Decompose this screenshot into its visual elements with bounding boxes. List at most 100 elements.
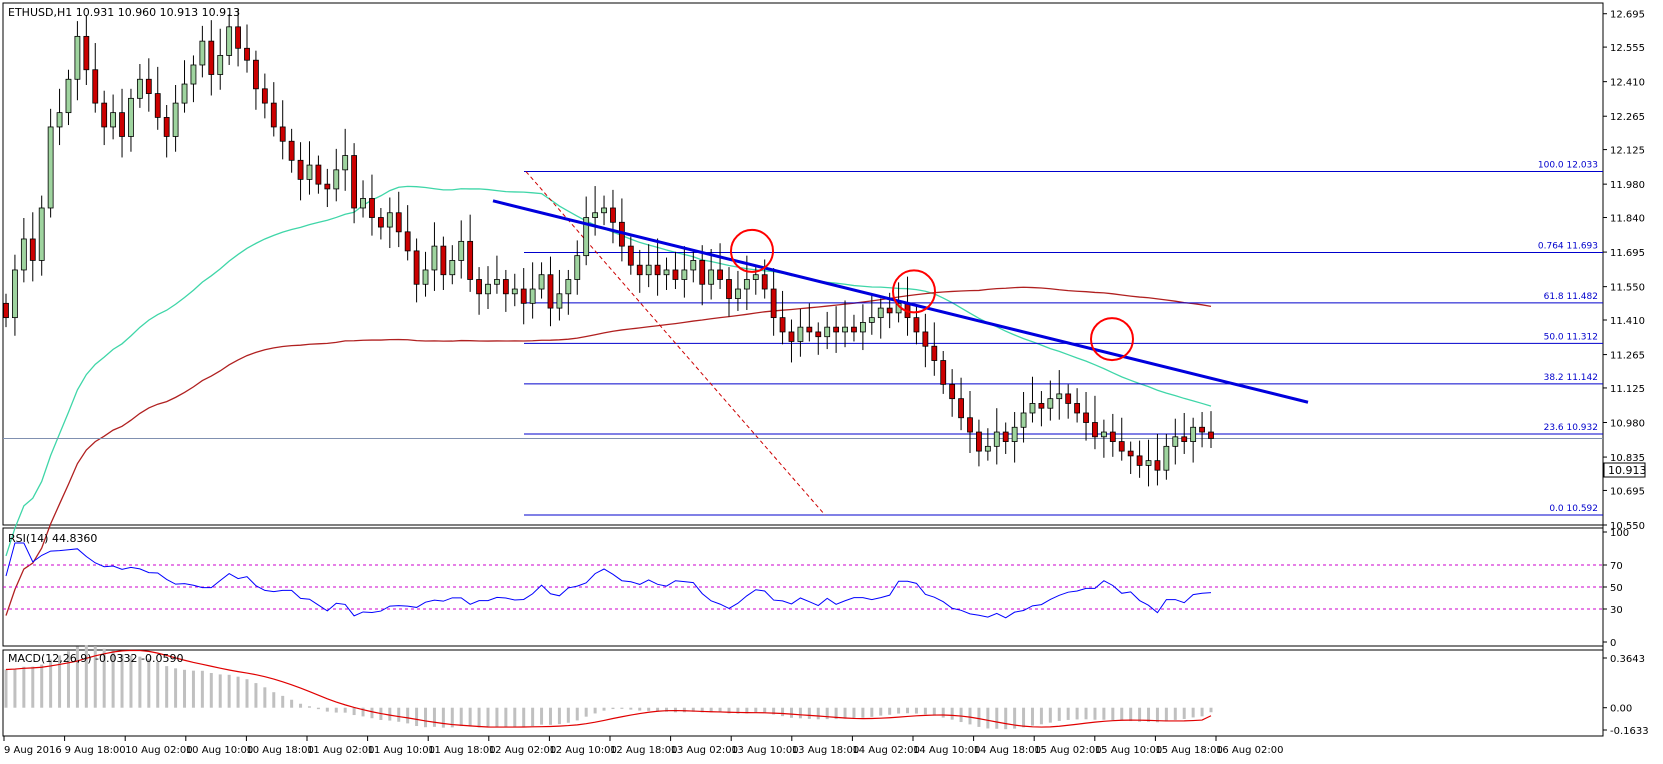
candle-body: [752, 274, 759, 280]
candle-body: [128, 97, 134, 137]
candle-body: [38, 207, 45, 261]
time-tick-label: 16 Aug 02:00: [1216, 745, 1283, 756]
candle-body: [3, 302, 9, 319]
candlesticks: [3, 8, 1214, 487]
candle-body: [1163, 445, 1170, 471]
time-tick-label: 9 Aug 18:00: [65, 745, 126, 756]
candle-body: [1172, 436, 1179, 447]
candle-body: [735, 288, 741, 299]
candle-body: [663, 269, 670, 276]
candle-body: [788, 331, 795, 342]
candle-body: [386, 212, 393, 228]
candle-body: [538, 274, 545, 290]
candle-body: [583, 217, 590, 257]
candle-body: [306, 164, 313, 180]
current-price-label: 10.913: [1608, 464, 1647, 477]
candle-body: [511, 288, 518, 295]
candle-body: [226, 26, 233, 56]
candle-body: [1154, 460, 1161, 471]
candle-body: [984, 445, 991, 452]
candle-body: [74, 35, 81, 80]
candle-body: [449, 260, 456, 276]
candle-body: [270, 102, 277, 128]
candle-body: [877, 307, 884, 319]
candle-body: [1109, 431, 1116, 442]
candle-body: [1056, 393, 1063, 400]
candle-body: [29, 238, 36, 261]
macd-signal-line: [5, 649, 1212, 728]
rsi-tick-label: 100: [1610, 528, 1629, 539]
candle-body: [56, 112, 63, 128]
candle-body: [1065, 393, 1072, 404]
rsi-tick-label: 50: [1610, 583, 1623, 594]
candle-body: [279, 126, 286, 142]
candle-body: [815, 331, 822, 338]
price-tick-label: 10.980: [1610, 419, 1645, 430]
candle-body: [395, 212, 402, 233]
price-tick-label: 11.695: [1610, 248, 1645, 259]
rejection-circle: [892, 269, 936, 314]
candle-body: [288, 140, 295, 161]
price-tick-label: 12.410: [1610, 78, 1645, 89]
candle-body: [1092, 422, 1098, 438]
candle-body: [110, 112, 117, 128]
price-axis: 12.695 12.555 12.410 12.265 12.125 11.980 11.8…: [1603, 10, 1645, 532]
candle-body: [797, 326, 804, 342]
time-tick-label: 12 Aug 18:00: [610, 745, 677, 756]
candle-body: [261, 88, 268, 104]
candle-body: [101, 102, 108, 128]
bearish-trendline[interactable]: [492, 199, 1309, 404]
fib-level-label: 23.6 10.932: [1544, 423, 1598, 433]
candle-body: [842, 326, 848, 333]
candle-body: [1029, 403, 1036, 414]
macd-axis: 0.3643 0.00 -0.1633: [1603, 654, 1649, 737]
fibonacci-trend-dashed-line[interactable]: [525, 171, 826, 516]
fibonacci-retracement[interactable]: 100.0 12.033 0.764 11.693 61.8 11.482 50.0 …: [524, 161, 1603, 516]
candle-body: [1127, 450, 1134, 457]
moving-average-fast: [5, 185, 1212, 557]
candle-body: [431, 245, 438, 271]
candle-body: [502, 279, 509, 295]
candle-body: [520, 288, 527, 304]
candle-body: [717, 269, 723, 280]
rsi-line: [5, 542, 1212, 619]
price-tick-label: 11.980: [1610, 180, 1645, 191]
candle-body: [565, 279, 572, 295]
rejection-circles: [730, 228, 1134, 362]
candle-body: [868, 317, 875, 323]
fib-level-label: 61.8 11.482: [1544, 292, 1598, 302]
candle-body: [440, 245, 447, 276]
candle-body: [217, 55, 224, 75]
candle-body: [726, 279, 732, 299]
candle-body: [761, 274, 768, 290]
candle-body: [654, 264, 661, 276]
fib-level-label: 50.0 11.312: [1544, 332, 1598, 342]
candle-body: [163, 117, 170, 137]
candle-body: [779, 317, 786, 333]
candle-body: [931, 345, 938, 361]
candle-body: [1190, 426, 1197, 442]
fib-level-label: 0.764 11.693: [1538, 242, 1598, 252]
time-tick-label: 10 Aug 18:00: [246, 745, 313, 756]
price-tick-label: 11.840: [1610, 214, 1645, 225]
time-tick-label: 15 Aug 18:00: [1155, 745, 1222, 756]
time-tick-label: 13 Aug 02:00: [671, 745, 738, 756]
time-tick-label: 10 Aug 02:00: [125, 745, 192, 756]
candle-body: [592, 212, 599, 218]
candle-body: [47, 126, 54, 209]
rsi-tick-label: 0: [1610, 638, 1616, 649]
candle-body: [958, 398, 964, 419]
macd-panel: [2, 649, 1604, 737]
fib-level-label: 0.0 10.592: [1549, 504, 1598, 514]
candle-body: [136, 78, 143, 99]
candle-body: [485, 283, 491, 295]
candle-body: [377, 217, 384, 228]
candle-body: [1208, 431, 1214, 439]
time-tick-label: 11 Aug 10:00: [368, 745, 435, 756]
candle-body: [681, 269, 688, 280]
candle-body: [1199, 426, 1205, 433]
price-tick-label: 11.410: [1610, 316, 1645, 327]
rsi-label: RSI(14) 44.8360: [8, 532, 97, 545]
